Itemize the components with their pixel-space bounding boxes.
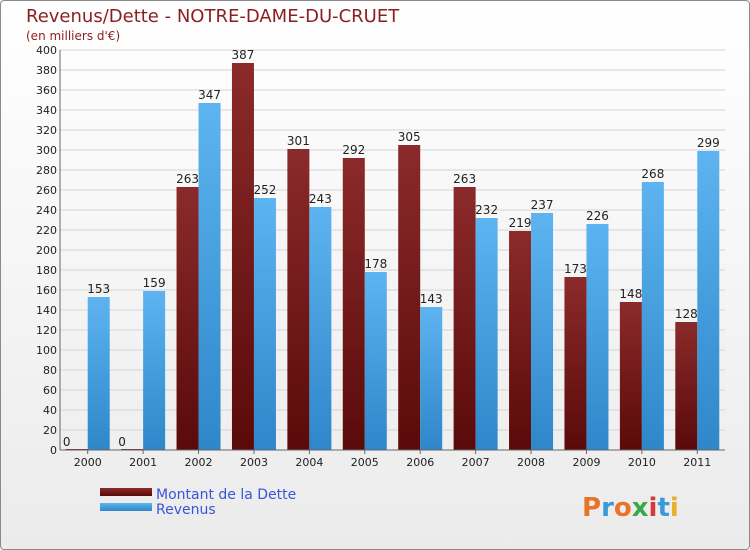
x-tick-label: 2002 [185,456,213,469]
x-tick-label: 2008 [517,456,545,469]
x-tick-label: 2001 [129,456,157,469]
data-label-dette: 305 [398,130,421,144]
data-label-revenus: 143 [420,292,443,306]
data-label-dette: 301 [287,134,310,148]
legend-swatch-dette [100,488,152,496]
data-label-dette: 148 [619,287,642,301]
y-tick-label: 80 [43,364,57,377]
x-tick-label: 2007 [462,456,490,469]
y-tick-label: 140 [36,304,57,317]
chart-title: Revenus/Dette - NOTRE-DAME-DU-CRUET [26,6,400,27]
bar-dette [398,145,421,450]
legend-swatch-revenus [100,503,152,511]
bar-dette [453,187,476,450]
bar-revenus [641,182,664,450]
bar-dette [176,187,199,450]
legend-label-revenus: Revenus [156,502,216,518]
data-label-revenus: 232 [475,203,498,217]
data-label-dette: 128 [675,307,698,321]
data-label-revenus: 159 [143,276,166,290]
x-tick-label: 2004 [295,456,323,469]
data-label-revenus: 347 [198,88,221,102]
bar-revenus [586,224,609,450]
bar-dette [564,277,587,450]
data-label-revenus: 243 [309,192,332,206]
y-tick-label: 20 [43,424,57,437]
y-tick-label: 340 [36,104,57,117]
bar-revenus [309,207,332,450]
y-tick-label: 240 [36,204,57,217]
data-label-dette: 387 [232,48,255,62]
data-label-revenus: 268 [641,167,664,181]
y-tick-label: 260 [36,184,57,197]
data-label-dette: 263 [453,172,476,186]
bar-revenus [198,103,221,450]
data-label-revenus: 226 [586,209,609,223]
legend: Montant de la Dette Revenus [100,487,296,518]
y-tick-label: 160 [36,284,57,297]
data-label-dette: 173 [564,262,587,276]
y-tick-label: 180 [36,264,57,277]
y-axis-ticks: 0 20 40 60 80 100 120 140 160 180 200 220 240 260 280 3… [36,44,57,457]
x-tick-label: 2009 [572,456,600,469]
data-label-revenus: 252 [254,183,277,197]
data-label-revenus: 237 [531,198,554,212]
x-tick-label: 2006 [406,456,434,469]
legend-label-dette: Montant de la Dette [156,487,296,503]
chart-subtitle: (en milliers d'€) [26,29,120,43]
data-label-dette: 219 [509,216,532,230]
y-tick-label: 100 [36,344,57,357]
bar-revenus [253,198,276,450]
y-tick-label: 280 [36,164,57,177]
y-tick-label: 320 [36,124,57,137]
y-tick-label: 300 [36,144,57,157]
y-tick-label: 400 [36,44,57,57]
bars: 0 153 0 159 263 347 387 252 301 243 292 178 305 143 26… [63,48,720,450]
x-tick-label: 2005 [351,456,379,469]
y-tick-label: 220 [36,224,57,237]
x-tick-label: 2000 [74,456,102,469]
bar-revenus [697,151,720,450]
bar-revenus [143,291,166,450]
y-tick-label: 200 [36,244,57,257]
bar-revenus [475,218,498,450]
y-tick-label: 60 [43,384,57,397]
bar-revenus [364,272,387,450]
y-tick-label: 360 [36,84,57,97]
data-label-revenus: 178 [364,257,387,271]
data-label-dette: 0 [118,435,126,449]
x-tick-label: 2003 [240,456,268,469]
y-tick-label: 40 [43,404,57,417]
bar-dette [231,63,254,450]
data-label-dette: 263 [176,172,199,186]
data-label-revenus: 153 [87,282,110,296]
x-axis-ticks: 2000 2001 2002 2003 2004 2005 2006 2007 2008 2009… [74,450,711,469]
data-label-dette: 292 [342,143,365,157]
y-tick-label: 120 [36,324,57,337]
x-tick-label: 2011 [683,456,711,469]
bar-dette [287,149,310,450]
data-label-dette: 0 [63,435,71,449]
bar-dette [509,231,532,450]
bar-dette [342,158,365,450]
bar-dette [675,322,698,450]
data-label-revenus: 299 [697,136,720,150]
x-tick-label: 2010 [628,456,656,469]
bar-revenus [87,297,110,450]
bar-dette [619,302,642,450]
bar-revenus [531,213,554,450]
bar-revenus [420,307,443,450]
proxiti-logo: Proxiti [582,493,679,523]
y-tick-label: 0 [50,444,57,457]
y-tick-label: 380 [36,64,57,77]
